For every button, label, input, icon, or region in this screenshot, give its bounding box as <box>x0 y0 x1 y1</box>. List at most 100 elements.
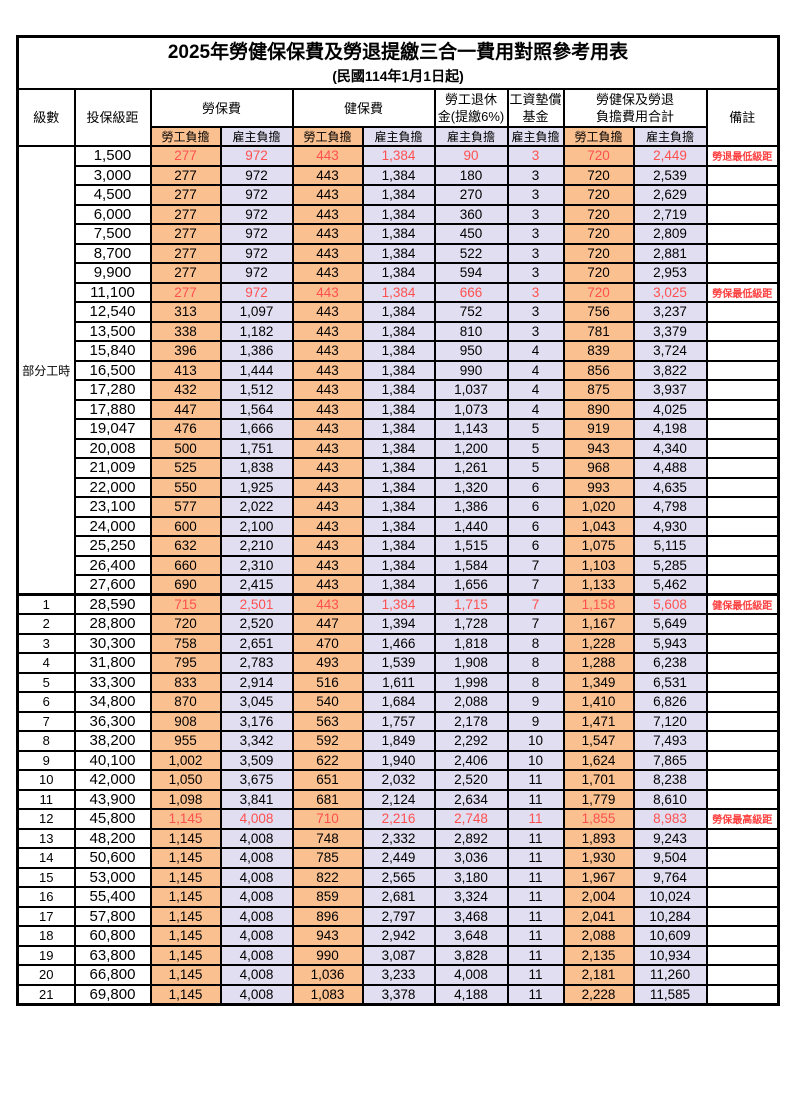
cell-labor-fee-employer: 4,008 <box>219 944 294 966</box>
sub-header-total-employer: 雇主負擔 <box>632 126 708 147</box>
cell-level: 14 <box>16 847 76 869</box>
cell-health-fee-employer: 1,384 <box>361 184 436 206</box>
cell-total-employer: 3,724 <box>632 340 708 362</box>
cell-labor-fee-employee: 277 <box>149 223 222 245</box>
table-row: 8 38,200 955 3,342 592 1,849 2,292 10 1,547 7,493 <box>16 730 780 752</box>
cell-total-employee: 1,893 <box>562 827 635 849</box>
cell-total-employee: 919 <box>562 418 635 440</box>
cell-health-fee-employee: 443 <box>291 476 364 498</box>
cell-pension-employer: 990 <box>433 359 509 381</box>
cell-insured-bracket: 6,000 <box>73 203 152 225</box>
cell-insured-bracket: 33,300 <box>73 671 152 693</box>
cell-labor-fee-employee: 577 <box>149 496 222 518</box>
cell-health-fee-employee: 710 <box>291 808 364 830</box>
cell-remark <box>705 964 780 986</box>
table-row: 19 63,800 1,145 4,008 990 3,087 3,828 11 2,135 10… <box>16 944 780 966</box>
cell-total-employer: 5,943 <box>632 632 708 654</box>
cell-insured-bracket: 53,000 <box>73 866 152 888</box>
cell-wage-fund-employer: 3 <box>506 262 565 284</box>
cell-remark <box>705 925 780 947</box>
cell-insured-bracket: 43,900 <box>73 788 152 810</box>
cell-total-employee: 1,020 <box>562 496 635 518</box>
cell-remark <box>705 652 780 674</box>
cell-wage-fund-employer: 8 <box>506 671 565 693</box>
cell-pension-employer: 1,584 <box>433 554 509 576</box>
cell-remark <box>705 788 780 810</box>
sub-header-labor-employee: 勞工負擔 <box>149 126 222 147</box>
cell-remark <box>705 496 780 518</box>
cell-labor-fee-employee: 870 <box>149 691 222 713</box>
table-row: 27,600 690 2,415 443 1,384 1,656 7 1,133 5,462 <box>18 574 780 596</box>
cell-labor-fee-employee: 277 <box>149 281 222 303</box>
cell-labor-fee-employer: 1,838 <box>219 457 294 479</box>
cell-pension-employer: 1,261 <box>433 457 509 479</box>
cell-wage-fund-employer: 3 <box>506 145 565 167</box>
cell-wage-fund-employer: 4 <box>506 340 565 362</box>
table-row: 16 55,400 1,145 4,008 859 2,681 3,324 11 2,004 10… <box>16 886 780 908</box>
cell-health-fee-employer: 1,611 <box>361 671 436 693</box>
cell-remark <box>705 476 780 498</box>
cell-level: 21 <box>16 983 76 1005</box>
table-row: 6 34,800 870 3,045 540 1,684 2,088 9 1,410 6,826 <box>16 691 780 713</box>
cell-health-fee-employer: 2,565 <box>361 866 436 888</box>
cell-wage-fund-employer: 3 <box>506 164 565 186</box>
cell-labor-fee-employee: 432 <box>149 379 222 401</box>
cell-total-employee: 856 <box>562 359 635 381</box>
table-row: 4 31,800 795 2,783 493 1,539 1,908 8 1,288 6,238 <box>16 652 780 674</box>
cell-wage-fund-employer: 7 <box>506 554 565 576</box>
cell-insured-bracket: 26,400 <box>73 554 152 576</box>
cell-pension-employer: 2,088 <box>433 691 509 713</box>
cell-pension-employer: 1,998 <box>433 671 509 693</box>
cell-health-fee-employee: 443 <box>291 554 364 576</box>
cell-pension-employer: 3,828 <box>433 944 509 966</box>
cell-insured-bracket: 50,600 <box>73 847 152 869</box>
cell-level: 15 <box>16 866 76 888</box>
cell-total-employer: 3,237 <box>632 301 708 323</box>
cell-total-employee: 1,471 <box>562 710 635 732</box>
table-row: 7,500 277 972 443 1,384 450 3 720 2,809 <box>18 223 780 245</box>
cell-remark <box>705 671 780 693</box>
cell-insured-bracket: 1,500 <box>73 145 152 167</box>
sub-header-labor-employer: 雇主負擔 <box>219 126 294 147</box>
cell-health-fee-employer: 1,384 <box>361 301 436 323</box>
cell-labor-fee-employee: 955 <box>149 730 222 752</box>
cell-pension-employer: 1,656 <box>433 574 509 596</box>
cell-labor-fee-employer: 1,097 <box>219 301 294 323</box>
cell-total-employer: 4,798 <box>632 496 708 518</box>
cell-total-employee: 890 <box>562 398 635 420</box>
col-header-health-fee: 健保費 <box>291 88 436 128</box>
cell-labor-fee-employee: 447 <box>149 398 222 420</box>
cell-total-employee: 839 <box>562 340 635 362</box>
cell-total-employer: 9,504 <box>632 847 708 869</box>
cell-total-employee: 1,075 <box>562 535 635 557</box>
table-row: 12 45,800 1,145 4,008 710 2,216 2,748 11 1,855 8,… <box>16 808 780 830</box>
pension-header-line2: 金(提繳6%) <box>437 109 505 124</box>
cell-level: 18 <box>16 925 76 947</box>
cell-level: 5 <box>16 671 76 693</box>
cell-wage-fund-employer: 11 <box>506 925 565 947</box>
cell-remark <box>705 320 780 342</box>
cell-remark <box>705 418 780 440</box>
cell-labor-fee-employer: 972 <box>219 184 294 206</box>
cell-labor-fee-employee: 1,145 <box>149 905 222 927</box>
sub-header-pension-employer: 雇主負擔 <box>433 126 509 147</box>
cell-insured-bracket: 31,800 <box>73 652 152 674</box>
cell-labor-fee-employee: 600 <box>149 515 222 537</box>
cell-total-employee: 720 <box>562 242 635 264</box>
cell-health-fee-employee: 443 <box>291 398 364 420</box>
cell-wage-fund-employer: 11 <box>506 788 565 810</box>
cell-insured-bracket: 40,100 <box>73 749 152 771</box>
cell-health-fee-employer: 1,466 <box>361 632 436 654</box>
cell-labor-fee-employer: 2,783 <box>219 652 294 674</box>
cell-remark <box>705 554 780 576</box>
cell-labor-fee-employee: 500 <box>149 437 222 459</box>
cell-total-employee: 1,349 <box>562 671 635 693</box>
cell-labor-fee-employee: 1,145 <box>149 866 222 888</box>
cell-wage-fund-employer: 6 <box>506 515 565 537</box>
cell-labor-fee-employee: 720 <box>149 613 222 635</box>
cell-total-employee: 720 <box>562 281 635 303</box>
cell-health-fee-employer: 1,384 <box>361 281 436 303</box>
cell-insured-bracket: 22,000 <box>73 476 152 498</box>
cell-health-fee-employer: 1,384 <box>361 340 436 362</box>
cell-wage-fund-employer: 3 <box>506 301 565 323</box>
